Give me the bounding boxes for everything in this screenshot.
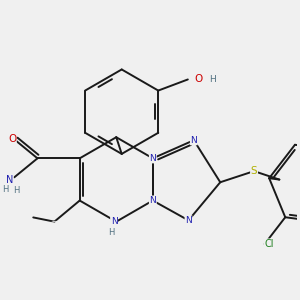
Text: O: O — [8, 134, 16, 144]
Text: H: H — [109, 228, 115, 237]
Text: N: N — [149, 154, 156, 163]
Text: N: N — [190, 136, 197, 145]
Text: N: N — [185, 216, 192, 225]
Text: N: N — [149, 196, 156, 205]
Text: N: N — [6, 175, 13, 184]
Text: H: H — [13, 186, 20, 195]
Text: S: S — [251, 166, 257, 176]
Text: O: O — [194, 74, 203, 85]
Text: Cl: Cl — [264, 239, 274, 249]
Text: N: N — [111, 217, 117, 226]
Text: methyl: methyl — [52, 224, 57, 225]
Text: H: H — [209, 75, 216, 84]
Text: methyl: methyl — [52, 221, 57, 222]
Text: H: H — [2, 185, 9, 194]
